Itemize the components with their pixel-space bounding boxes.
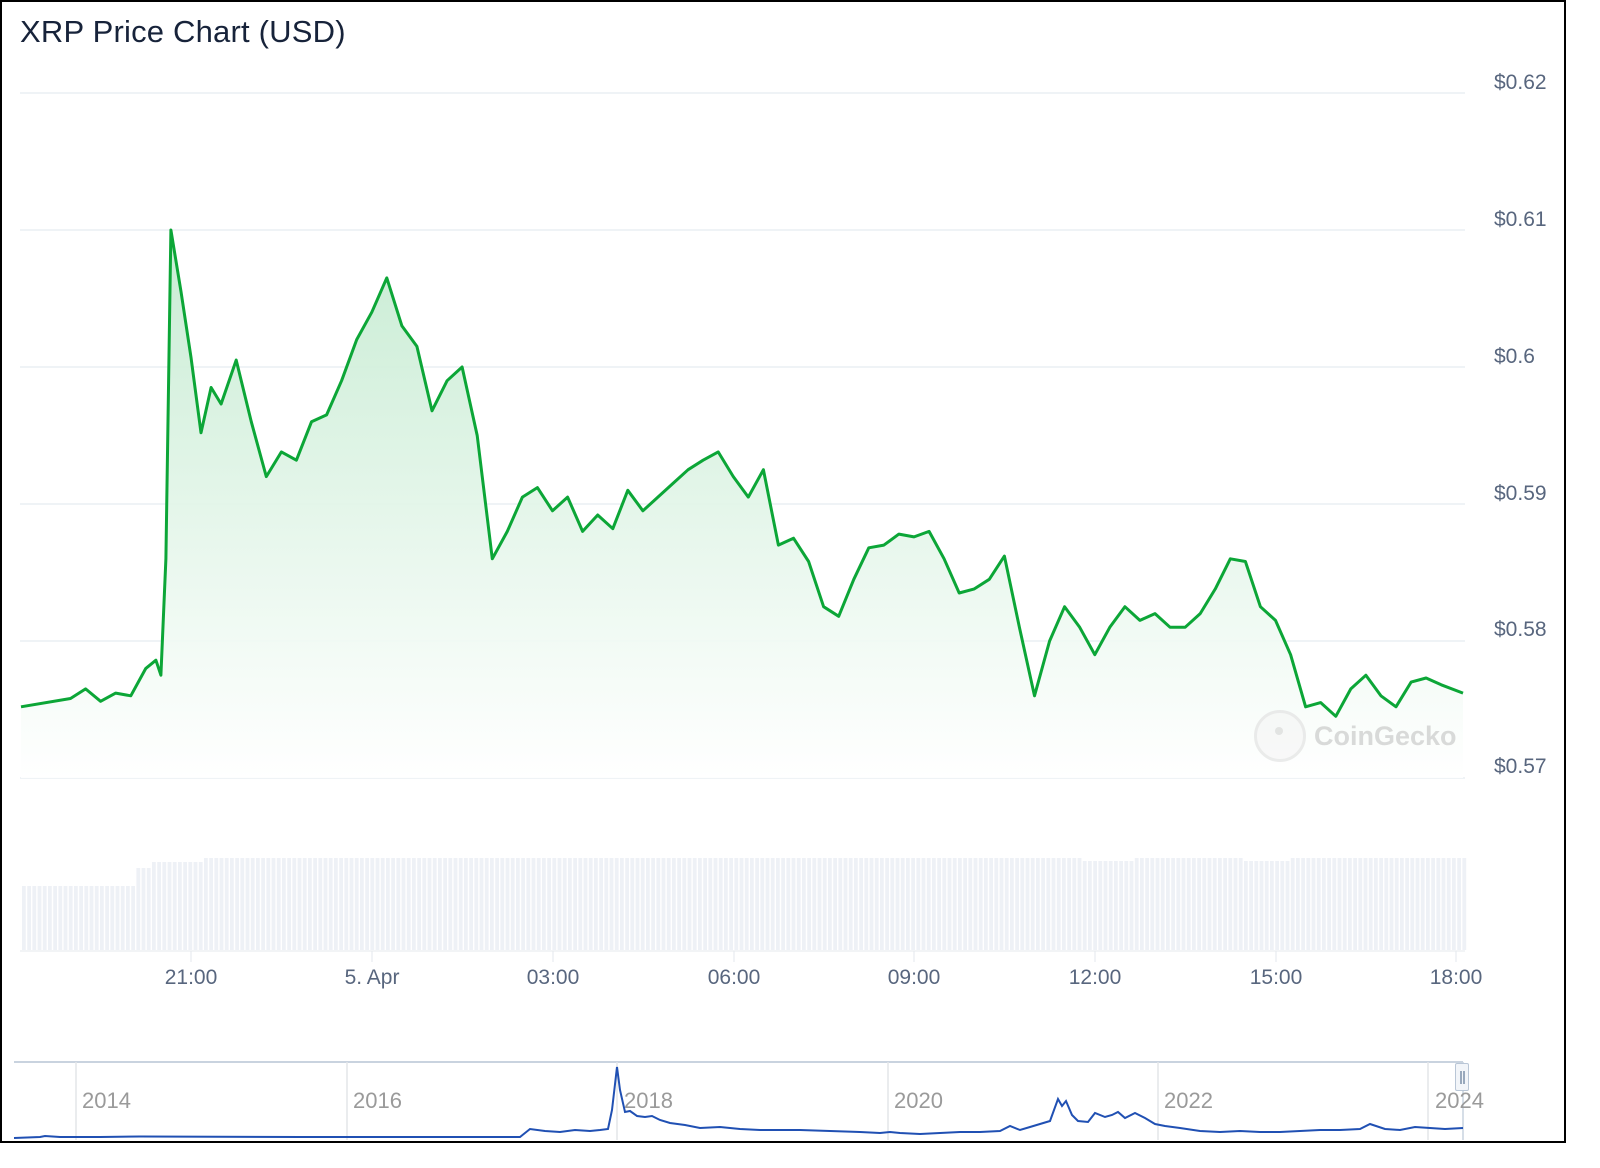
y-tick-label: $0.58 xyxy=(1494,618,1547,641)
chart-title: XRP Price Chart (USD) xyxy=(20,14,346,49)
price-line[interactable] xyxy=(20,228,1464,718)
navigator-year-label: 2014 xyxy=(82,1088,131,1113)
x-tick-label: 06:00 xyxy=(707,966,761,989)
y-tick-label: $0.57 xyxy=(1494,755,1547,778)
x-tick-label: 15:00 xyxy=(1249,966,1303,989)
navigator-year-label: 2020 xyxy=(894,1088,943,1113)
navigator-year-label: 2016 xyxy=(353,1088,402,1113)
volume-bars xyxy=(20,858,1467,952)
x-tick-label: 5. Apr xyxy=(344,966,400,989)
x-tick-label: 09:00 xyxy=(887,966,941,989)
coingecko-watermark: CoinGecko xyxy=(1254,710,1457,762)
coingecko-logo-icon xyxy=(1254,710,1306,762)
y-tick-label: $0.59 xyxy=(1494,482,1547,505)
x-tick-label: 03:00 xyxy=(526,966,580,989)
navigator[interactable] xyxy=(13,1061,1464,1140)
navigator-year-label: 2024 xyxy=(1435,1088,1484,1113)
y-tick-label: $0.62 xyxy=(1494,71,1547,94)
x-axis-ticks xyxy=(190,951,1457,962)
x-tick-label: 21:00 xyxy=(164,966,218,989)
navigator-year-label: 2022 xyxy=(1164,1088,1213,1113)
navigator-price-line xyxy=(13,1066,1464,1139)
x-tick-label: 18:00 xyxy=(1429,966,1483,989)
navigator-range-handle[interactable] xyxy=(1455,1063,1469,1091)
watermark-text: CoinGecko xyxy=(1314,720,1457,751)
x-tick-label: 12:00 xyxy=(1068,966,1122,989)
y-tick-label: $0.61 xyxy=(1494,208,1547,231)
navigator-year-label: 2018 xyxy=(624,1088,673,1113)
y-tick-label: $0.6 xyxy=(1494,345,1535,368)
